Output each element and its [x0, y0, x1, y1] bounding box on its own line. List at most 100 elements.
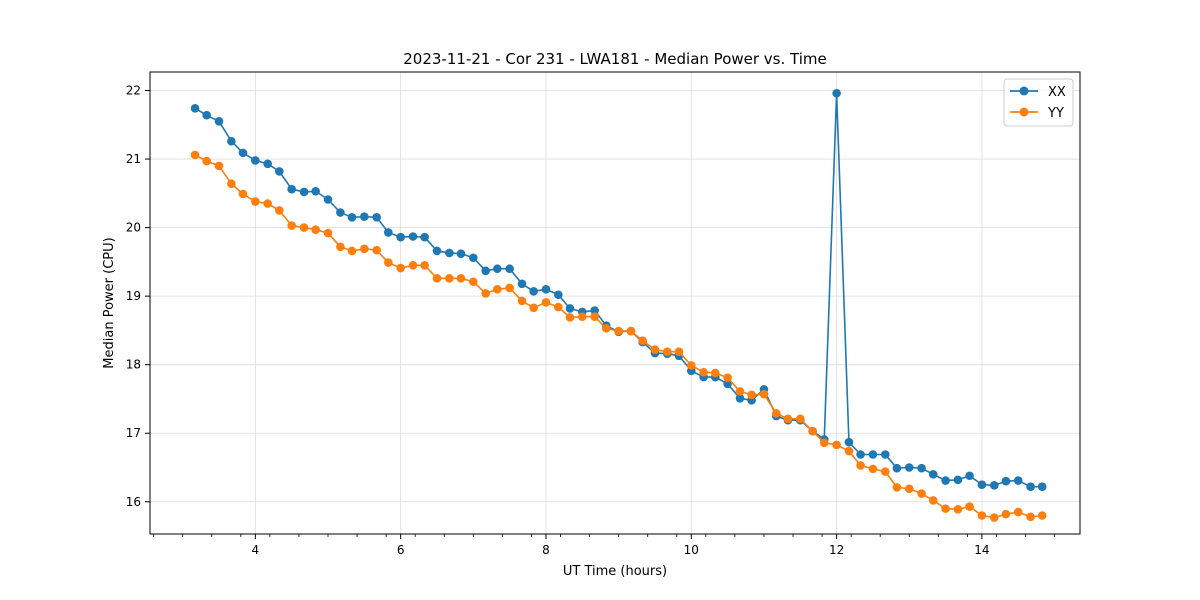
x-tick-label: 8	[542, 543, 550, 557]
legend-marker-yy	[1019, 107, 1029, 117]
data-point-yy	[360, 244, 369, 254]
data-point-yy	[638, 336, 647, 346]
data-point-xx	[735, 393, 745, 403]
series-yy	[190, 150, 1047, 522]
data-point-xx	[311, 186, 320, 196]
data-point-yy	[989, 513, 999, 522]
data-point-yy	[674, 347, 684, 356]
legend-label-yy: YY	[1047, 106, 1064, 121]
data-point-yy	[941, 504, 950, 513]
data-point-yy	[517, 296, 527, 306]
data-point-xx	[892, 463, 902, 473]
data-point-yy	[590, 312, 599, 322]
data-point-yy	[1013, 507, 1023, 517]
data-point-xx	[1037, 482, 1047, 492]
data-point-yy	[311, 225, 320, 234]
y-tick-label: 22	[126, 84, 141, 98]
y-tick-label: 17	[126, 426, 141, 440]
data-point-xx	[202, 110, 211, 120]
data-point-yy	[238, 189, 248, 199]
data-point-yy	[844, 446, 854, 456]
data-point-xx	[1001, 476, 1011, 486]
data-point-yy	[493, 284, 502, 294]
data-point-xx	[347, 213, 357, 222]
data-point-yy	[710, 368, 720, 378]
data-point-yy	[965, 502, 974, 511]
x-tick-label: 12	[829, 543, 844, 557]
data-point-yy	[287, 221, 296, 230]
data-point-yy	[953, 505, 963, 514]
data-point-yy	[396, 263, 405, 273]
data-point-xx	[408, 232, 418, 241]
data-point-yy	[904, 484, 914, 494]
data-point-xx	[263, 159, 273, 169]
data-point-yy	[578, 312, 587, 322]
data-point-yy	[227, 179, 236, 189]
data-point-xx	[251, 156, 260, 165]
series-line-xx	[194, 92, 1043, 488]
plot-frame	[149, 71, 1081, 535]
data-point-xx	[590, 306, 599, 315]
data-point-xx	[844, 437, 854, 447]
data-point-xx	[541, 284, 551, 294]
data-point-xx	[505, 264, 514, 274]
data-point-yy	[445, 274, 454, 283]
data-point-yy	[1026, 512, 1035, 522]
data-point-xx	[456, 249, 466, 258]
legend-label-xx: XX	[1048, 85, 1066, 100]
data-point-yy	[663, 347, 672, 356]
data-point-yy	[565, 313, 575, 322]
legend: XX YY	[1003, 78, 1074, 127]
data-point-xx	[420, 232, 429, 242]
data-point-xx	[396, 232, 405, 242]
data-point-yy	[917, 489, 926, 498]
data-point-xx	[965, 471, 974, 481]
data-point-yy	[323, 228, 333, 238]
data-point-yy	[408, 261, 418, 270]
data-point-yy	[772, 409, 781, 418]
data-point-xx	[493, 264, 502, 274]
data-point-yy	[372, 245, 381, 255]
data-point-yy	[747, 390, 756, 400]
data-point-yy	[214, 161, 224, 171]
data-point-yy	[856, 461, 865, 470]
data-point-yy	[384, 258, 393, 267]
chart-title: 2023-11-21 - Cor 231 - LWA181 - Median P…	[403, 50, 827, 68]
data-point-yy	[432, 274, 442, 283]
data-point-xx	[275, 167, 284, 176]
series-layer	[190, 88, 1047, 522]
data-point-xx	[554, 290, 563, 300]
x-axis: 4 6 8 10 12 14	[153, 534, 1055, 557]
data-point-xx	[1013, 476, 1023, 485]
data-point-yy	[808, 426, 817, 436]
data-point-yy	[819, 438, 829, 448]
y-tick-label: 16	[126, 495, 141, 509]
data-point-xx	[469, 253, 478, 263]
data-point-yy	[614, 326, 623, 336]
data-point-xx	[517, 279, 527, 289]
data-point-yy	[190, 150, 200, 160]
data-point-yy	[892, 483, 902, 492]
data-point-xx	[372, 213, 381, 222]
data-point-xx	[336, 208, 345, 217]
data-point-xx	[880, 450, 890, 459]
data-point-yy	[795, 414, 805, 424]
y-tick-label: 20	[126, 221, 141, 235]
data-point-yy	[650, 345, 660, 354]
data-point-yy	[529, 303, 538, 313]
data-point-xx	[299, 187, 309, 197]
data-point-xx	[917, 463, 926, 473]
data-point-yy	[880, 467, 890, 476]
data-point-xx	[856, 450, 865, 459]
data-point-xx	[323, 195, 333, 204]
data-point-yy	[420, 261, 429, 270]
data-point-yy	[275, 206, 284, 215]
data-point-yy	[251, 197, 260, 206]
data-point-xx	[432, 246, 442, 256]
data-point-yy	[601, 324, 611, 333]
data-point-xx	[190, 104, 200, 113]
data-point-xx	[989, 481, 999, 490]
data-point-yy	[1037, 511, 1047, 520]
data-point-yy	[723, 373, 732, 383]
